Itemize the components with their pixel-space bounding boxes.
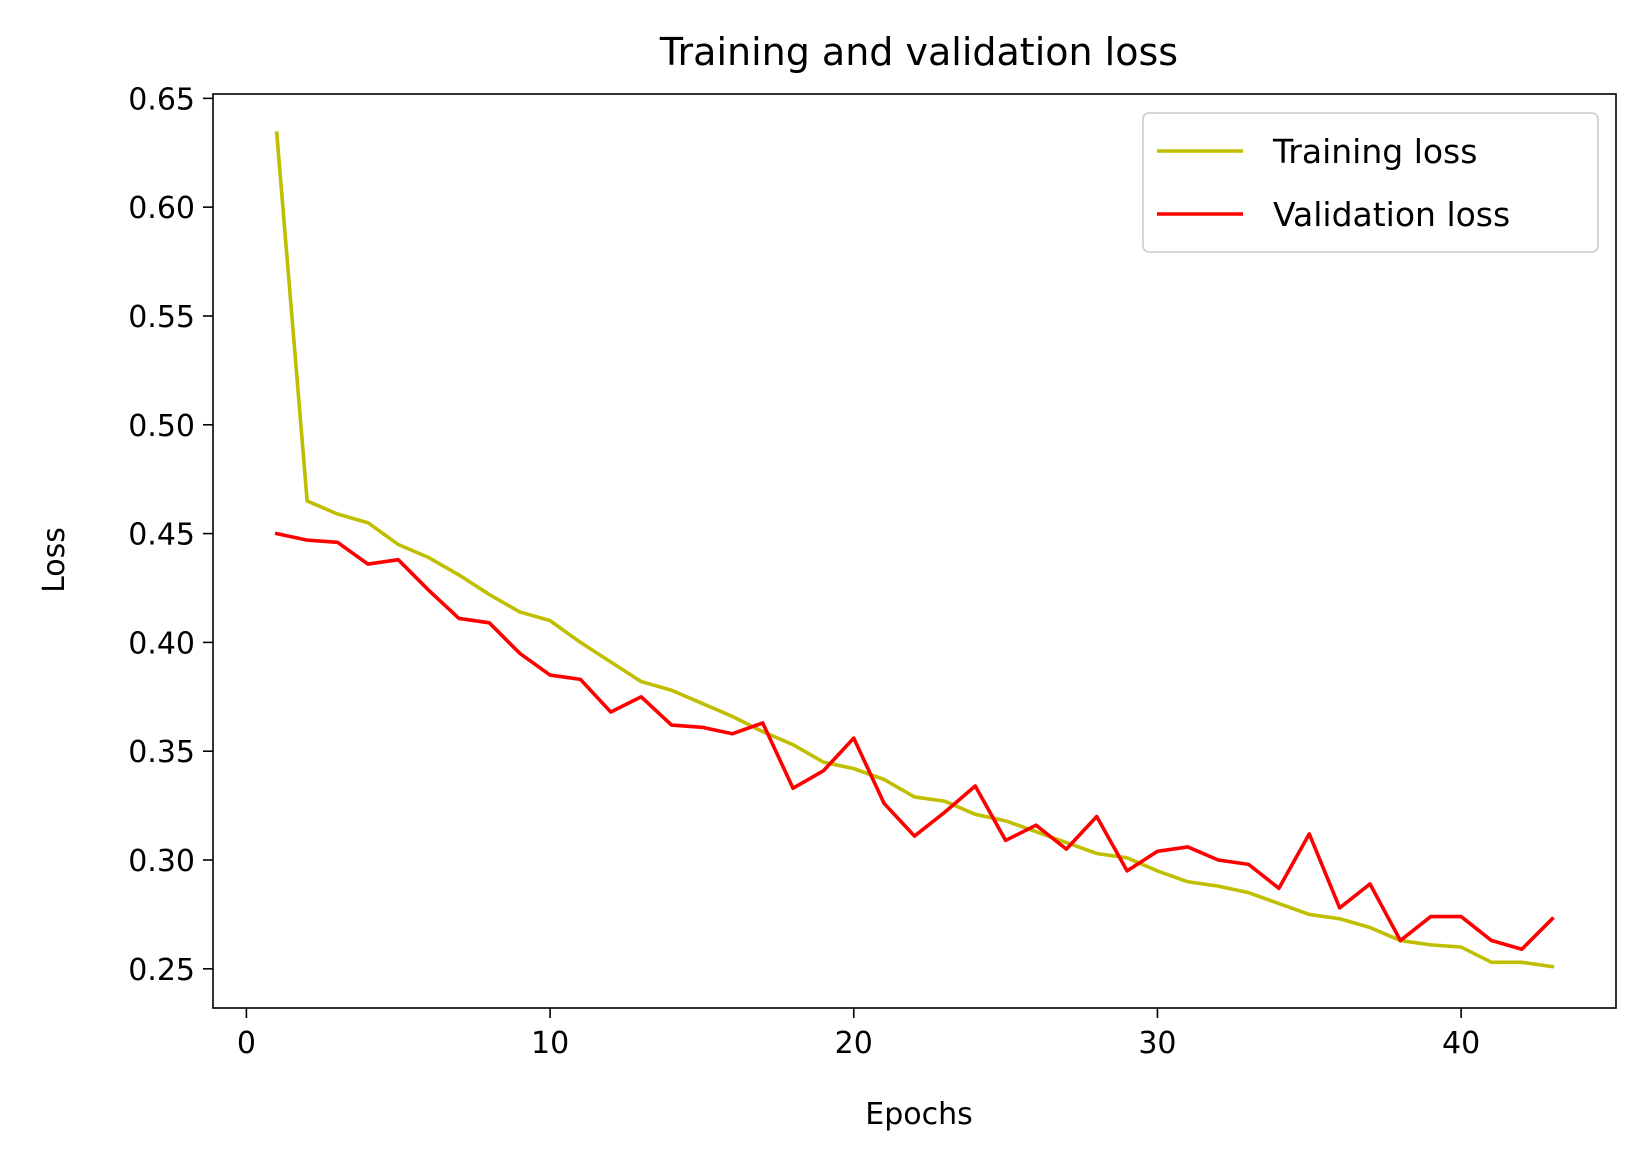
legend-label: Training loss (1272, 132, 1477, 171)
plot-frame (212, 93, 1617, 1009)
y-axis-label: Loss (37, 527, 72, 593)
legend-label: Validation loss (1273, 195, 1510, 234)
legend: Training loss Validation loss (1142, 112, 1599, 253)
x-axis-label: Epochs (865, 1097, 973, 1132)
y-tick-label: 0.55 (128, 300, 195, 335)
y-tick-label: 0.50 (128, 409, 195, 444)
x-tick-label: 10 (531, 1026, 569, 1061)
y-tick-label: 0.40 (128, 626, 195, 661)
plot-area (212, 93, 1617, 1009)
y-tick-label: 0.35 (128, 735, 195, 770)
legend-box (1142, 112, 1599, 253)
x-tick-label: 30 (1138, 1026, 1176, 1061)
y-tick-label: 0.45 (128, 518, 195, 553)
y-tick-label: 0.60 (128, 191, 195, 226)
x-tick-label: 20 (835, 1026, 873, 1061)
series-line-validation-loss (274, 531, 1555, 952)
x-tick-label: 0 (237, 1026, 256, 1061)
series-line-training-loss (274, 131, 1555, 969)
y-axis: 0.25 0.30 0.35 0.40 0.45 0.50 0.55 0.60 0.65 (128, 82, 213, 988)
y-tick-label: 0.25 (128, 953, 195, 988)
x-tick-label: 40 (1442, 1026, 1480, 1061)
y-tick-label: 0.30 (128, 844, 195, 879)
x-axis: 0 10 20 30 40 (237, 1008, 1480, 1061)
y-tick-label: 0.65 (128, 82, 195, 117)
chart-title: Training and validation loss (659, 30, 1178, 74)
